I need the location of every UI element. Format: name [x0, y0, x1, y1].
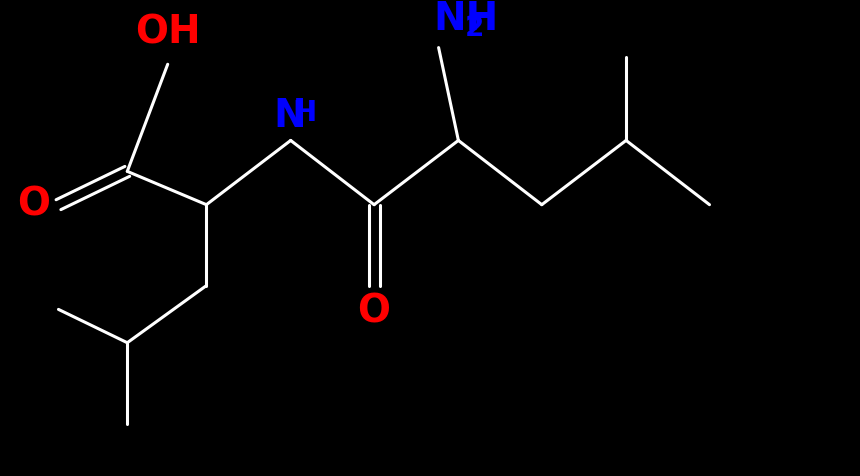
Text: OH: OH — [135, 13, 200, 51]
Text: O: O — [17, 186, 51, 224]
Text: 2: 2 — [464, 14, 484, 41]
Text: H: H — [292, 99, 317, 128]
Text: N: N — [273, 98, 306, 135]
Text: O: O — [358, 293, 390, 331]
Text: NH: NH — [433, 0, 499, 38]
